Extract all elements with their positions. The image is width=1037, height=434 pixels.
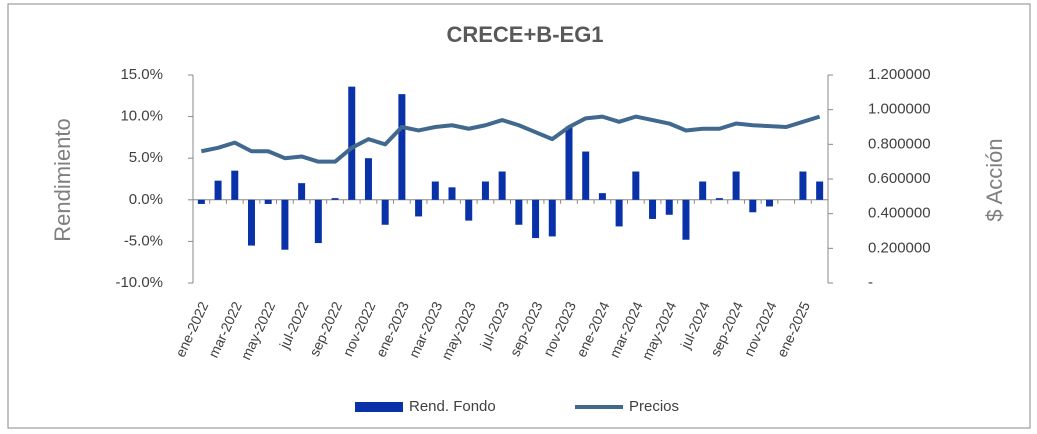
legend-label: Precios bbox=[629, 398, 679, 415]
bar bbox=[281, 199, 289, 250]
y-tick-label: -5.0% bbox=[124, 232, 163, 249]
bar bbox=[649, 199, 657, 219]
bar bbox=[247, 199, 255, 246]
bar bbox=[431, 181, 439, 200]
y2-tick-label: - bbox=[868, 274, 873, 291]
bar bbox=[532, 199, 540, 239]
bar bbox=[331, 198, 339, 200]
bar bbox=[582, 151, 590, 200]
y2-tick-label: 1.000000 bbox=[868, 101, 931, 118]
chart-title: CRECE+B-EG1 bbox=[446, 22, 603, 47]
y2-tick-label: 0.800000 bbox=[868, 135, 931, 152]
y2-tick-label: 1.200000 bbox=[868, 66, 931, 83]
bar bbox=[214, 180, 222, 200]
y-axis-title: Rendimiento bbox=[50, 118, 75, 242]
bar bbox=[381, 199, 389, 225]
bar bbox=[264, 199, 272, 204]
y-tick-label: -10.0% bbox=[115, 274, 163, 291]
bar bbox=[498, 171, 506, 200]
bar bbox=[816, 181, 824, 200]
bar bbox=[799, 171, 807, 200]
bar bbox=[364, 158, 372, 200]
price-line bbox=[200, 114, 821, 164]
legend-swatch bbox=[355, 402, 403, 412]
bar bbox=[415, 199, 423, 217]
bar bbox=[314, 199, 322, 244]
y2-tick-label: 0.200000 bbox=[868, 239, 931, 256]
y-tick-label: 15.0% bbox=[120, 66, 163, 83]
y2-axis-title: $ Acción bbox=[982, 138, 1007, 221]
y2-tick-label: 0.600000 bbox=[868, 170, 931, 187]
legend-label: Rend. Fondo bbox=[409, 398, 496, 415]
bar bbox=[632, 171, 640, 200]
bar bbox=[481, 181, 489, 200]
bar bbox=[749, 199, 757, 213]
bar bbox=[715, 198, 723, 200]
bar bbox=[398, 94, 406, 200]
bar bbox=[515, 199, 523, 225]
bar bbox=[231, 170, 239, 200]
y2-tick-label: 0.400000 bbox=[868, 205, 931, 222]
bar bbox=[598, 193, 606, 200]
bar bbox=[565, 126, 573, 200]
y-tick-label: 0.0% bbox=[129, 191, 163, 208]
bar bbox=[448, 187, 456, 200]
bar bbox=[699, 181, 707, 200]
bar bbox=[348, 86, 356, 200]
bar bbox=[682, 199, 690, 240]
y-tick-label: 10.0% bbox=[120, 108, 163, 125]
bar bbox=[465, 199, 473, 221]
bar bbox=[298, 183, 306, 200]
bar bbox=[732, 171, 740, 200]
bar bbox=[548, 199, 556, 237]
bar bbox=[615, 199, 623, 227]
bar bbox=[766, 199, 774, 207]
bar bbox=[197, 199, 205, 204]
bar bbox=[665, 199, 673, 215]
y-tick-label: 5.0% bbox=[129, 149, 163, 166]
